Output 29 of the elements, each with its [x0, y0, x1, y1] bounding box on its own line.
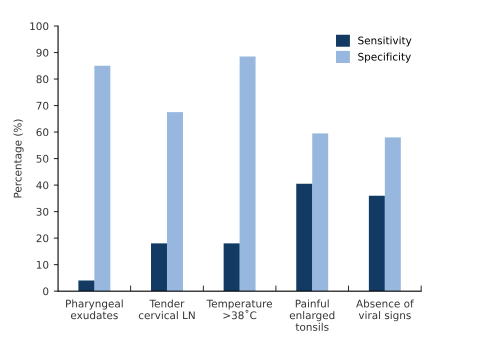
y-tick-label: 50: [36, 154, 48, 163]
y-tick-label: 60: [36, 128, 48, 136]
bar: [240, 56, 256, 292]
legend-label: Specificity: [358, 52, 411, 63]
x-tick-label: Tender cervical LN: [138, 299, 195, 320]
bar: [151, 243, 167, 292]
x-tick-label: Absence of viral signs: [356, 299, 414, 322]
y-axis-title: Percentage (%): [14, 120, 24, 198]
bar: [166, 112, 183, 292]
y-tick-label: 20: [36, 234, 48, 242]
bar: [296, 184, 312, 292]
y-tick-label: 70: [36, 102, 48, 110]
bar: [384, 137, 401, 292]
legend-label: Sensitivity: [358, 36, 412, 46]
y-tick-label: 80: [36, 75, 48, 84]
bar: [94, 66, 110, 292]
bar: [78, 280, 94, 292]
x-tick-label: Pharyngeal exudates: [66, 299, 123, 320]
y-tick-label: 90: [36, 48, 48, 57]
x-tick-label: Painful enlarged tonsils: [290, 299, 334, 331]
y-tick-label: 0: [43, 287, 48, 296]
y-tick-label: 40: [36, 181, 48, 190]
bar: [312, 133, 328, 292]
bar: [368, 196, 385, 292]
y-tick-label: 30: [36, 208, 48, 216]
bar: [224, 243, 240, 292]
y-tick-label: 100: [30, 22, 48, 30]
x-tick-label: Temperature >38˚C: [206, 300, 272, 320]
y-tick-label: 10: [36, 260, 48, 269]
